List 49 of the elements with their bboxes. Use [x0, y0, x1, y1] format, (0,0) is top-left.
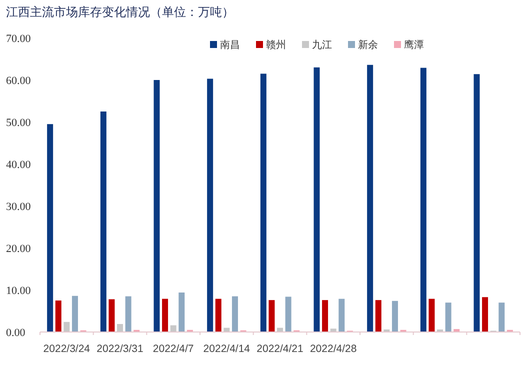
legend-label: 新余 [358, 39, 378, 51]
bar [154, 80, 160, 332]
bar [100, 112, 106, 332]
bar [285, 296, 292, 332]
x-tick-label: 2022/4/14 [203, 343, 250, 355]
y-tick-label: 70.00 [6, 33, 32, 45]
bar [55, 300, 62, 332]
bar [215, 298, 222, 332]
bar [108, 299, 115, 332]
bar [482, 297, 488, 332]
bar [420, 68, 426, 332]
bar [125, 296, 132, 332]
bar [474, 74, 480, 332]
bar [314, 67, 320, 332]
bar [375, 300, 382, 332]
bar [232, 296, 238, 332]
bar [207, 78, 214, 332]
bar [260, 74, 266, 332]
y-tick-label: 40.00 [6, 159, 32, 171]
bar [428, 298, 435, 332]
x-tick-label: 2022/4/28 [310, 343, 357, 355]
legend-label: 九江 [312, 39, 332, 51]
x-tick-label: 2022/4/21 [256, 343, 304, 355]
title: 江西主流市场库存变化情况（单位：万吨） [6, 5, 234, 19]
y-tick-label: 60.00 [6, 75, 32, 87]
y-tick-label: 20.00 [6, 243, 32, 255]
y-tick-label: 10.00 [6, 285, 32, 297]
bar [64, 322, 70, 332]
bar [178, 292, 185, 332]
bar [498, 302, 505, 332]
bar [392, 300, 398, 332]
legend-label: 南昌 [220, 39, 240, 51]
x-tick-label: 2022/4/7 [152, 343, 194, 355]
y-tick-label: 30.00 [6, 201, 32, 213]
y-tick-label: 0.00 [6, 327, 26, 339]
bar [162, 298, 168, 332]
bar [445, 302, 452, 332]
bar [72, 296, 78, 332]
legend-label: 赣州 [266, 39, 286, 51]
bar [47, 124, 54, 332]
y-tick-label: 50.00 [6, 117, 32, 129]
legend-label: 鹰潭 [404, 39, 424, 51]
x-tick-label: 2022/3/24 [43, 343, 90, 355]
bar [117, 324, 123, 332]
x-tick-label: 2022/3/31 [96, 343, 144, 355]
bar [338, 298, 345, 332]
bar [268, 300, 275, 332]
bar [322, 300, 328, 332]
bar [367, 64, 374, 332]
